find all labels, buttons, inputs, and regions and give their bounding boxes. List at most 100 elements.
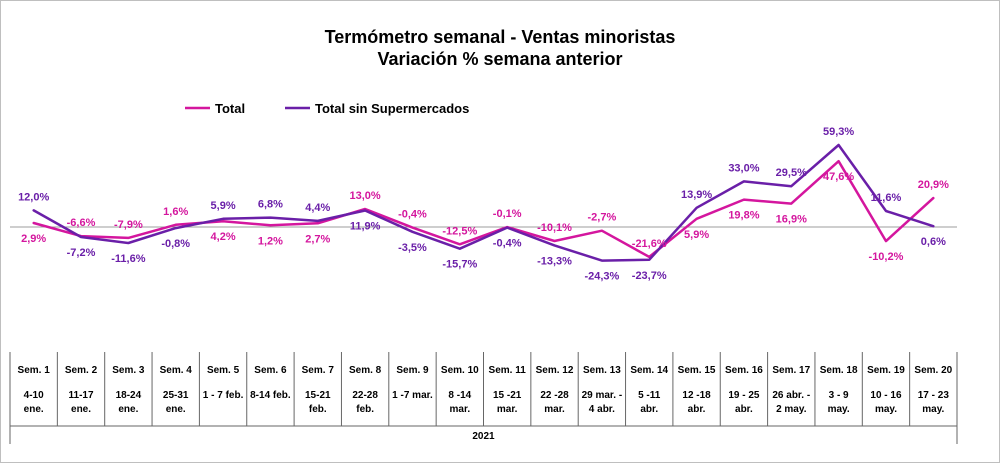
category-date-label: 4-10: [24, 390, 44, 401]
data-label-total: 5,9%: [684, 229, 709, 241]
category-week-label: Sem. 3: [112, 365, 145, 376]
category-date-label: may.: [828, 404, 850, 415]
data-label-total-sin-supermercados: -23,7%: [632, 270, 667, 282]
data-label-total: 1,6%: [163, 206, 188, 218]
category-week-label: Sem. 8: [349, 365, 382, 376]
data-label-total: -0,1%: [493, 208, 522, 220]
category-week-label: Sem. 14: [630, 365, 668, 376]
category-week-label: Sem. 12: [536, 365, 574, 376]
category-date-label: 1 -7 mar.: [392, 390, 433, 401]
data-label-total: -7,9%: [114, 219, 143, 231]
data-label-total-sin-supermercados: 4,4%: [305, 202, 330, 214]
data-label-total: 20,9%: [918, 179, 949, 191]
data-label-total: -21,6%: [632, 238, 667, 250]
category-date-label: ene.: [166, 404, 186, 415]
category-week-label: Sem. 5: [207, 365, 240, 376]
category-date-label: mar.: [450, 404, 471, 415]
data-label-total-sin-supermercados: -3,5%: [398, 242, 427, 254]
data-label-total-sin-supermercados: 5,9%: [211, 200, 236, 212]
data-label-total-sin-supermercados: 33,0%: [728, 162, 759, 174]
data-label-total-sin-supermercados: 0,6%: [921, 236, 946, 248]
category-date-label: 3 - 9: [829, 390, 849, 401]
category-date-label: 22 -28: [540, 390, 569, 401]
category-date-label: ene.: [71, 404, 91, 415]
data-label-total-sin-supermercados: -0,4%: [493, 238, 522, 250]
category-date-label: 8-14 feb.: [250, 390, 291, 401]
category-date-label: feb.: [356, 404, 374, 415]
category-date-label: abr.: [735, 404, 753, 415]
category-date-label: 18-24: [116, 390, 142, 401]
data-label-total: 2,7%: [305, 233, 330, 245]
data-label-total-sin-supermercados: 13,9%: [681, 189, 712, 201]
data-label-total-sin-supermercados: 6,8%: [258, 199, 283, 211]
series-line-total: [32, 159, 935, 259]
chart-subtitle: Variación % semana anterior: [377, 49, 623, 69]
category-date-label: 19 - 25: [728, 390, 760, 401]
category-week-label: Sem. 4: [160, 365, 193, 376]
data-label-total: -12,5%: [442, 225, 477, 237]
data-label-total: -0,4%: [398, 209, 427, 221]
category-date-label: may.: [875, 404, 897, 415]
data-label-total: 2,9%: [21, 233, 46, 245]
category-date-label: 12 -18: [682, 390, 711, 401]
category-date-label: 2 may.: [776, 404, 807, 415]
category-date-label: 8 -14: [448, 390, 471, 401]
category-year-label: 2021: [472, 431, 495, 442]
category-week-label: Sem. 18: [820, 365, 858, 376]
data-label-total-sin-supermercados: -0,8%: [161, 238, 190, 250]
category-date-label: 15-21: [305, 390, 331, 401]
category-week-label: Sem. 17: [772, 365, 810, 376]
data-label-total-sin-supermercados: -15,7%: [442, 259, 477, 271]
data-label-total: -2,7%: [588, 212, 617, 224]
category-date-label: feb.: [309, 404, 327, 415]
category-week-label: Sem. 7: [302, 365, 335, 376]
legend-label-total: Total: [215, 101, 245, 116]
data-label-total-sin-supermercados: 11,9%: [350, 221, 381, 233]
category-week-label: Sem. 20: [914, 365, 952, 376]
category-date-label: 25-31: [163, 390, 189, 401]
series-line-total-sin-supermercados: [32, 143, 935, 262]
category-week-label: Sem. 16: [725, 365, 763, 376]
data-label-total-sin-supermercados: -13,3%: [537, 255, 572, 267]
legend-label-total-sin-supermercados: Total sin Supermercados: [315, 101, 469, 116]
data-label-total: 1,2%: [258, 235, 283, 247]
data-label-total-sin-supermercados: 12,0%: [18, 191, 49, 203]
category-date-label: 5 -11: [638, 390, 661, 401]
data-label-total-sin-supermercados: -11,6%: [111, 253, 145, 265]
category-date-label: 11-17: [69, 390, 94, 401]
data-label-total-sin-supermercados: 11,6%: [871, 192, 902, 204]
data-label-total-sin-supermercados: -24,3%: [584, 271, 619, 283]
data-label-total: -10,1%: [537, 222, 572, 234]
data-label-total-sin-supermercados: -7,2%: [67, 247, 96, 259]
chart-title-block: Termómetro semanal - Ventas minoristas V…: [0, 26, 1000, 70]
category-date-label: ene.: [24, 404, 44, 415]
category-week-label: Sem. 19: [867, 365, 905, 376]
category-week-label: Sem. 2: [65, 365, 98, 376]
category-date-label: abr.: [640, 404, 658, 415]
category-date-label: 4 abr.: [589, 404, 615, 415]
category-week-label: Sem. 10: [441, 365, 479, 376]
category-date-label: 1 - 7 feb.: [203, 390, 244, 401]
category-date-label: mar.: [497, 404, 518, 415]
data-label-total-sin-supermercados: 29,5%: [776, 167, 807, 179]
category-week-label: Sem. 9: [396, 365, 429, 376]
category-date-label: ene.: [118, 404, 138, 415]
category-week-label: Sem. 1: [18, 365, 51, 376]
data-label-total: -6,6%: [67, 217, 96, 229]
data-label-total: 19,8%: [728, 210, 759, 222]
data-label-total: 4,2%: [211, 231, 236, 243]
data-label-total: -10,2%: [869, 251, 904, 263]
category-date-label: mar.: [544, 404, 565, 415]
category-week-label: Sem. 13: [583, 365, 621, 376]
category-date-label: 29 mar. -: [582, 390, 623, 401]
category-date-label: 26 abr. -: [772, 390, 810, 401]
category-date-label: 15 -21: [493, 390, 522, 401]
data-label-total: 16,9%: [776, 214, 807, 226]
data-label-total: 47,6%: [823, 171, 854, 183]
category-date-label: 17 - 23: [918, 390, 950, 401]
category-week-label: Sem. 6: [254, 365, 287, 376]
category-date-label: 22-28: [352, 390, 378, 401]
category-date-label: may.: [922, 404, 944, 415]
category-week-label: Sem. 11: [489, 365, 527, 376]
